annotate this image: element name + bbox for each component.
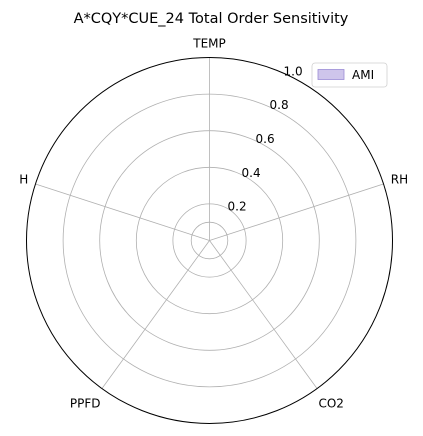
axis-labels: TEMP RH CO2 PPFD H bbox=[19, 37, 408, 411]
spoke-co2 bbox=[209, 240, 318, 389]
radial-tick-label: 1.0 bbox=[284, 64, 303, 78]
chart-title: A*CQY*CUE_24 Total Order Sensitivity bbox=[74, 11, 349, 27]
radial-tick-label: 0.8 bbox=[270, 98, 289, 112]
spoke-h bbox=[35, 183, 210, 241]
polar-frame bbox=[26, 57, 393, 424]
radar-grid bbox=[26, 57, 393, 424]
legend-label-ami: AMI bbox=[352, 68, 374, 82]
axis-label-rh: RH bbox=[391, 173, 408, 187]
radial-tick-label: 0.4 bbox=[242, 166, 261, 180]
axis-label-h: H bbox=[19, 173, 28, 187]
radial-tick-labels: 0.2 0.4 0.6 0.8 1.0 bbox=[228, 64, 303, 213]
legend-frame bbox=[311, 62, 388, 88]
radial-tick-label: 0.2 bbox=[228, 200, 247, 214]
axis-label-co2: CO2 bbox=[318, 396, 343, 410]
axis-label-temp: TEMP bbox=[192, 37, 226, 51]
legend: AMI bbox=[311, 62, 388, 88]
axis-label-ppfd: PPFD bbox=[70, 396, 101, 410]
radial-tick-label: 0.6 bbox=[256, 132, 275, 146]
legend-swatch-ami bbox=[317, 69, 345, 80]
spoke-rh bbox=[209, 183, 384, 241]
spoke-ppfd bbox=[101, 240, 210, 389]
